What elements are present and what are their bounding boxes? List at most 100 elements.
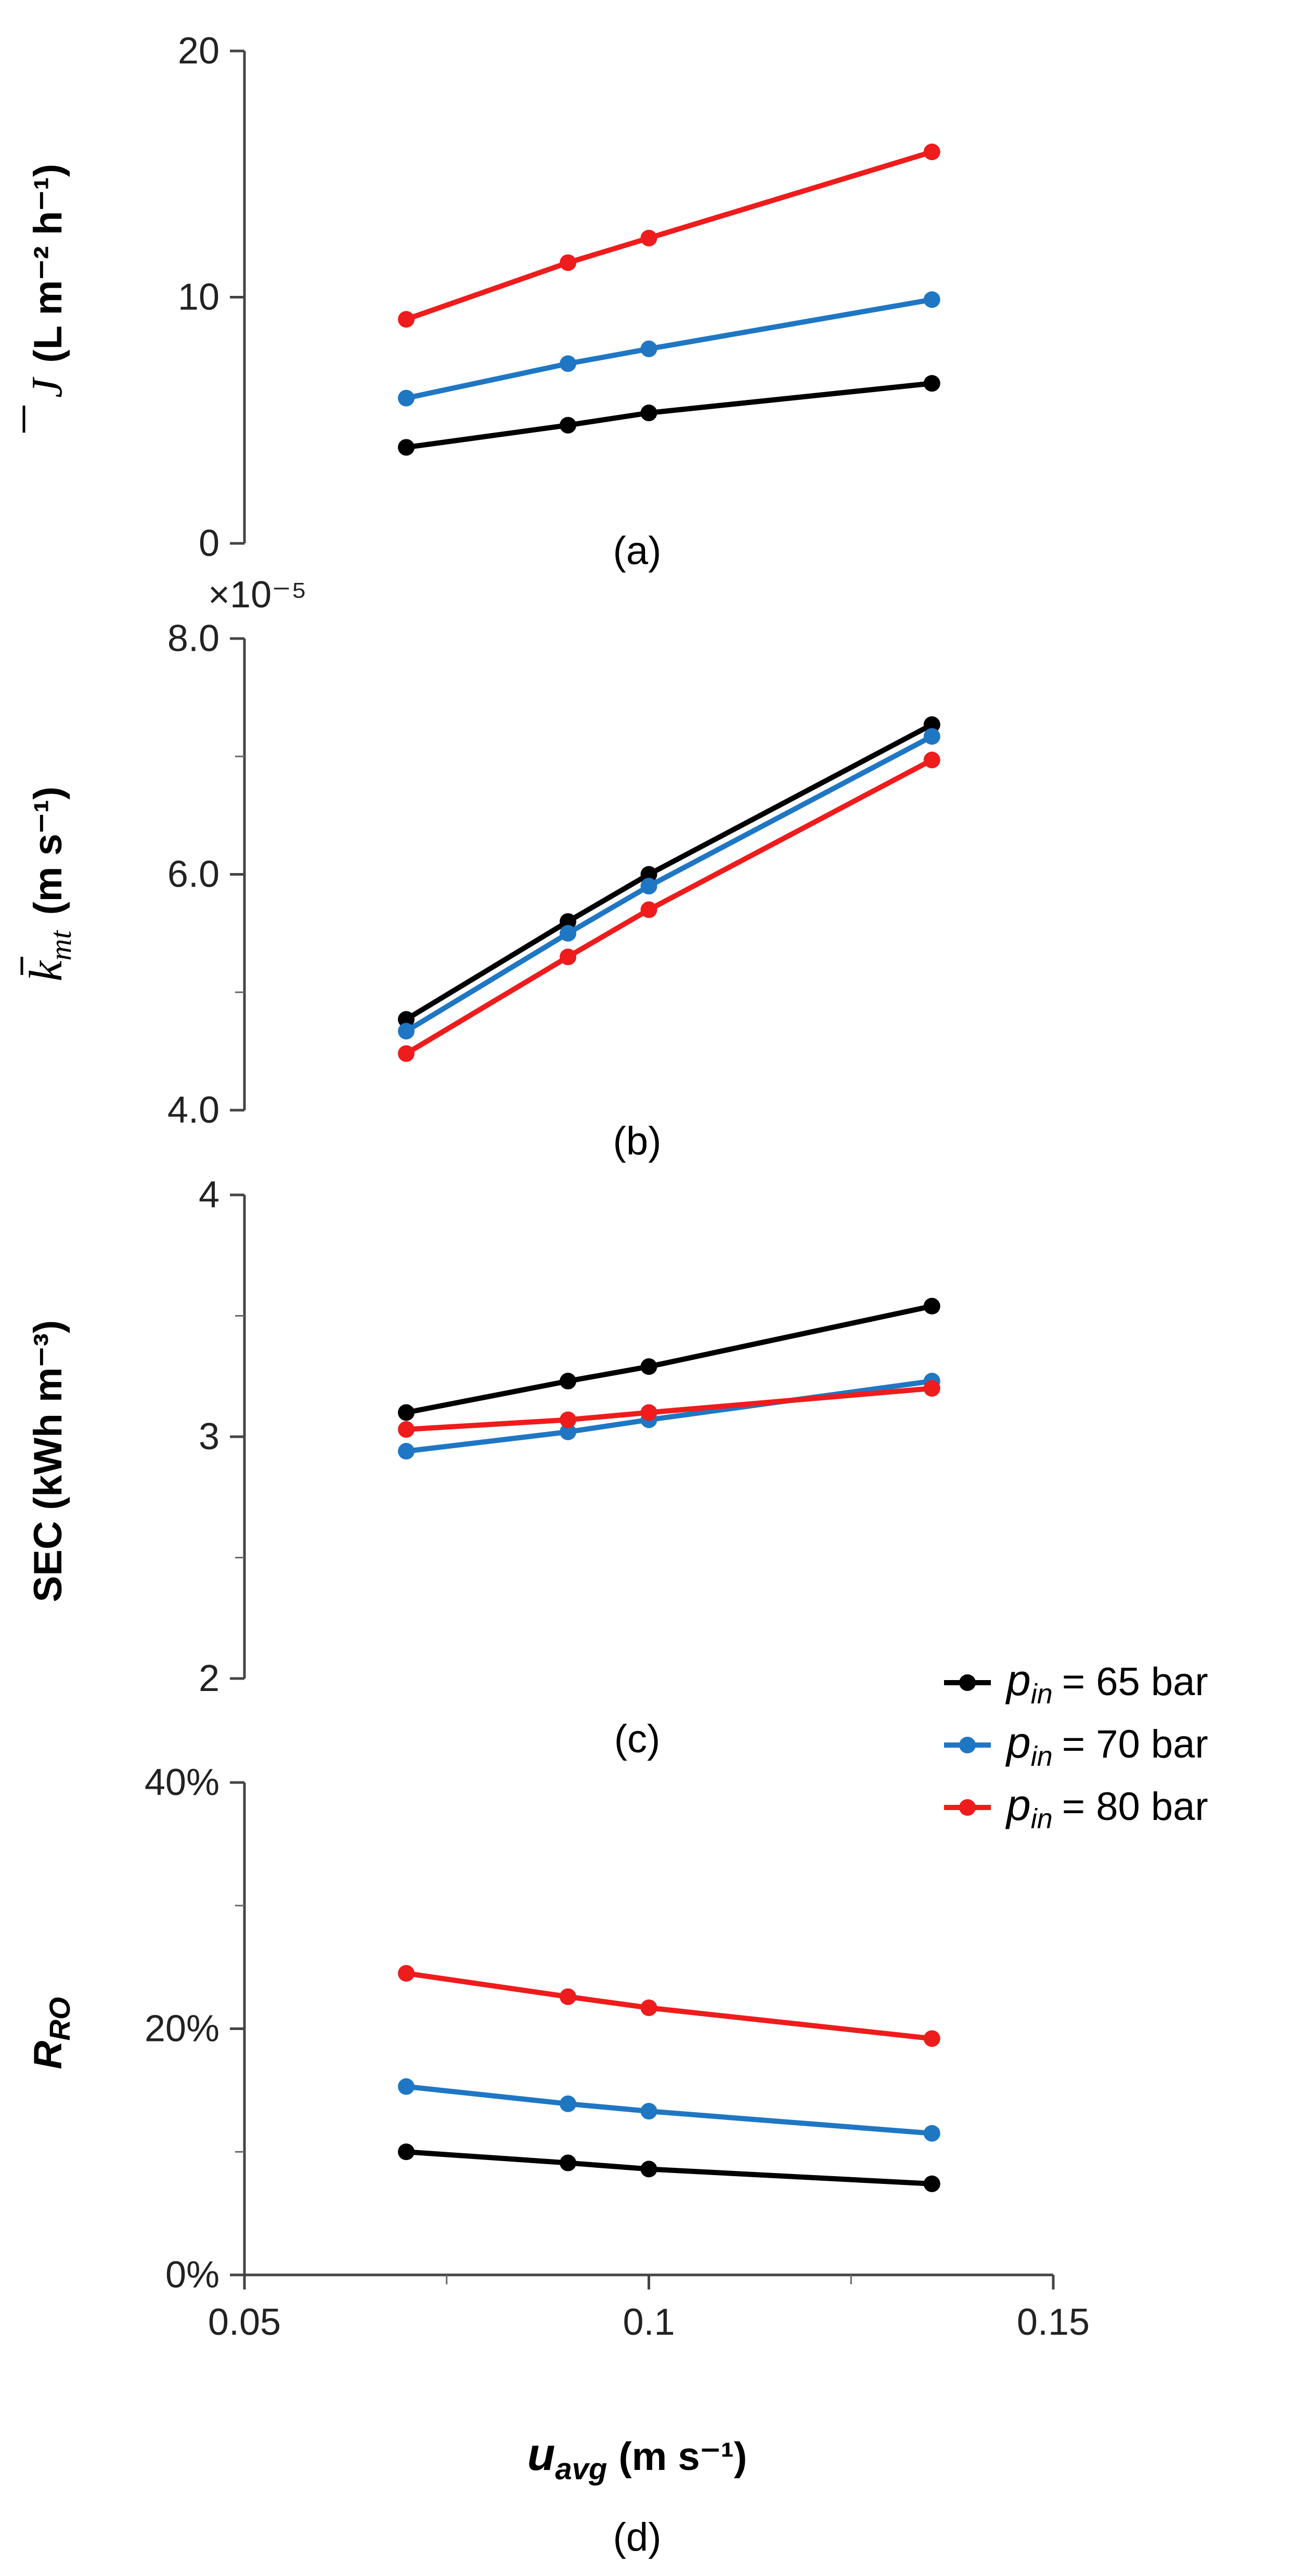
- panel-b: 4.0 6.0 8.0 ×10⁻⁵ (b) kmt (m s⁻¹): [20, 574, 940, 1163]
- panel-a-axes: 0 10 20: [178, 30, 246, 564]
- panel-a-point-0-2: [640, 405, 657, 422]
- panel-b-point-0-1: [560, 913, 576, 930]
- panel-d-point-0-0: [398, 2143, 415, 2161]
- panel-a-series-line-0: [406, 381, 933, 450]
- panel-b-point-1-1: [560, 925, 576, 942]
- panel-c-point-2-0: [398, 1421, 415, 1438]
- panel-a-point-1-0: [398, 389, 415, 407]
- panel-b-ylabel: kmt (m s⁻¹): [20, 787, 77, 982]
- panel-c-point-0-2: [640, 1358, 657, 1375]
- panel-b-point-1-2: [640, 878, 657, 895]
- panel-a-point-2-0: [398, 311, 415, 328]
- panel-d: 0% 20% 40% (d) RRO: [26, 1762, 940, 2559]
- panel-c-axes: 2 3 4: [199, 1174, 246, 1699]
- panel-d-point-2-2: [640, 1999, 657, 2016]
- panel-c-series-line-2: [406, 1386, 933, 1433]
- panel-c-marks: [398, 1297, 940, 1460]
- x-axis-label: uavg (m s⁻¹): [527, 2428, 747, 2486]
- panel-a-ylabel: J (L m⁻² h⁻¹): [22, 164, 71, 433]
- panel-c-point-2-2: [640, 1404, 657, 1421]
- panel-a-series-line-2: [405, 149, 933, 322]
- x-tick-label: 0.1: [623, 2301, 675, 2343]
- panel-b-ylabel-symbol: k: [20, 959, 72, 981]
- svg-text:J(L m⁻² h⁻¹): J (L m⁻² h⁻¹): [23, 164, 71, 398]
- panel-d-series-line-2: [406, 1971, 933, 2041]
- panel-a-ytick-label: 20: [178, 30, 219, 72]
- panel-b-marks: [398, 716, 940, 1062]
- panel-c-point-1-1: [560, 1423, 576, 1440]
- panel-d-axes: 0% 20% 40%: [145, 1762, 246, 2296]
- panel-a-point-2-1: [560, 254, 576, 271]
- panel-b-series-line-2: [405, 758, 934, 1056]
- panel-b-point-2-1: [560, 948, 576, 966]
- panel-d-ylabel-symbol: R: [26, 2040, 70, 2069]
- panel-b-multiplier: ×10⁻⁵: [208, 574, 307, 616]
- panel-b-ylabel-units: (m s⁻¹): [26, 787, 70, 915]
- panel-c-point-0-0: [398, 1404, 415, 1421]
- panel-a-point-2-3: [923, 144, 940, 161]
- panel-d-point-1-3: [923, 2125, 940, 2142]
- panel-a-marks: [398, 144, 940, 456]
- panel-b-axes: 4.0 6.0 8.0: [167, 618, 246, 1131]
- panel-a-point-0-3: [923, 375, 940, 392]
- panel-c-point-2-3: [923, 1380, 940, 1397]
- panel-a-ylabel-symbol: J: [23, 376, 71, 398]
- panel-c-label: (c): [614, 1717, 661, 1761]
- svg-text:kmt(m s⁻¹): kmt (m s⁻¹): [20, 787, 77, 982]
- panel-a-ytick-label: 0: [199, 523, 219, 564]
- panel-c-point-2-1: [560, 1411, 576, 1428]
- panel-c-series-line-1: [406, 1378, 933, 1454]
- panel-b-series-line-0: [405, 722, 934, 1022]
- panel-b-ylabel-sub: mt: [44, 930, 77, 961]
- legend-label-2: pin = 80 bar: [1005, 1780, 1208, 1835]
- panel-d-point-1-2: [640, 2103, 657, 2120]
- panel-c-ytick-label: 2: [199, 1658, 219, 1699]
- panel-b-ytick-label: 6.0: [167, 854, 219, 895]
- panel-a-point-0-0: [398, 439, 415, 456]
- panel-c-ytick-label: 3: [199, 1416, 219, 1458]
- panel-d-ytick-label: 40%: [145, 1762, 219, 1803]
- panel-d-ytick-label: 0%: [165, 2254, 219, 2296]
- panel-a-point-1-1: [560, 355, 576, 372]
- panel-b-ytick-label: 4.0: [167, 1089, 219, 1131]
- panel-a-point-1-3: [923, 291, 940, 308]
- panel-d-point-0-3: [923, 2175, 940, 2192]
- panel-a-series-line-1: [405, 297, 933, 401]
- panel-d-point-2-0: [398, 1964, 415, 1982]
- legend-marker-2: [959, 1799, 976, 1816]
- panel-d-series-line-0: [406, 2149, 933, 2187]
- panel-c-point-0-1: [560, 1373, 576, 1390]
- panel-d-point-0-1: [560, 2154, 576, 2171]
- panel-c-ytick-label: 4: [199, 1174, 219, 1216]
- panel-d-ylabel-sub: RO: [43, 1997, 76, 2041]
- legend-marker-0: [959, 1674, 976, 1691]
- panel-b-series-line-1: [405, 734, 934, 1034]
- panel-b-point-2-0: [398, 1045, 415, 1062]
- panel-d-ylabel: RRO: [26, 1997, 76, 2070]
- x-axis-tick-labels: 0.05 0.1 0.15: [208, 2273, 1090, 2343]
- panel-d-point-1-1: [560, 2095, 576, 2112]
- legend-label-1: pin = 70 bar: [1005, 1718, 1208, 1772]
- legend-marker-1: [959, 1737, 976, 1753]
- panel-b-point-2-3: [923, 751, 940, 769]
- panel-a-point-0-1: [560, 417, 576, 434]
- panel-c: 2 3 4 (c) SEC (kWh m⁻³): [26, 1174, 940, 1761]
- panel-a-ytick-label: 10: [178, 277, 219, 318]
- panel-b-point-0-3: [923, 716, 940, 733]
- panel-d-ytick-label: 20%: [145, 2008, 219, 2050]
- panel-d-series-line-1: [406, 2084, 933, 2136]
- panel-b-point-0-2: [640, 866, 657, 883]
- panel-b-point-0-0: [398, 1011, 415, 1028]
- panel-d-point-2-3: [923, 2030, 940, 2047]
- panel-a-label: (a): [613, 529, 662, 573]
- panel-a-point-1-2: [640, 340, 657, 357]
- panel-d-label: (d): [613, 2515, 662, 2559]
- legend: pin = 65 bar pin = 70 bar pin = 80 bar: [944, 1656, 1208, 1835]
- x-tick-label: 0.05: [208, 2301, 281, 2343]
- panel-d-marks: [398, 1964, 940, 2192]
- panel-a-ylabel-units: (L m⁻² h⁻¹): [26, 164, 70, 363]
- panel-c-point-0-3: [923, 1297, 940, 1315]
- panel-d-point-2-1: [560, 1988, 576, 2005]
- panel-d-point-1-0: [398, 2078, 415, 2095]
